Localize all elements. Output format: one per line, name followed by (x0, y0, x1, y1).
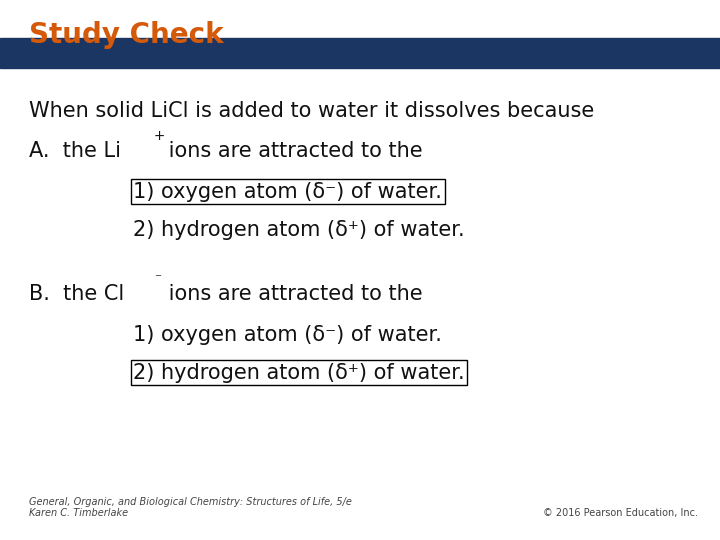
Text: Study Check: Study Check (29, 21, 223, 49)
Bar (0, 38, 720, 68)
Text: 2) hydrogen atom (δ⁺) of water.: 2) hydrogen atom (δ⁺) of water. (133, 362, 465, 383)
Text: ions are attracted to the: ions are attracted to the (162, 141, 423, 161)
Text: General, Organic, and Biological Chemistry: Structures of Life, 5/e
Karen C. Tim: General, Organic, and Biological Chemist… (29, 497, 351, 518)
Text: A.  the Li: A. the Li (29, 141, 121, 161)
Text: © 2016 Pearson Education, Inc.: © 2016 Pearson Education, Inc. (544, 508, 698, 518)
Text: ⁻: ⁻ (154, 272, 161, 286)
Text: When solid LiCl is added to water it dissolves because: When solid LiCl is added to water it dis… (29, 100, 594, 121)
Text: +: + (154, 129, 165, 143)
Text: 2) hydrogen atom (δ⁺) of water.: 2) hydrogen atom (δ⁺) of water. (133, 219, 465, 240)
Text: B.  the Cl: B. the Cl (29, 284, 124, 305)
Text: 1) oxygen atom (δ⁻) of water.: 1) oxygen atom (δ⁻) of water. (133, 325, 442, 345)
Text: 1) oxygen atom (δ⁻) of water.: 1) oxygen atom (δ⁻) of water. (133, 181, 442, 202)
Text: ions are attracted to the: ions are attracted to the (162, 284, 423, 305)
